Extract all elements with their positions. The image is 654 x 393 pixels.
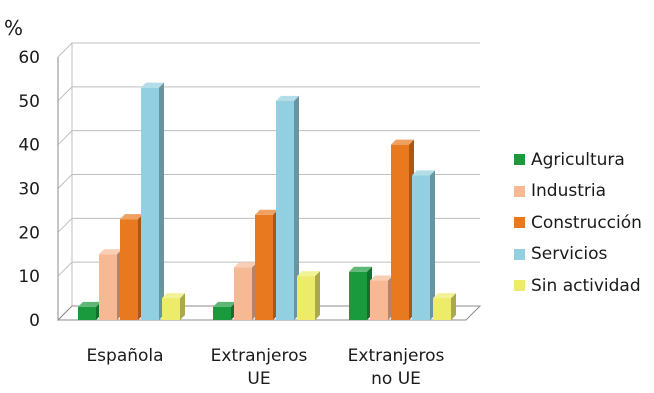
gridline	[57, 130, 480, 146]
bar-industria	[99, 249, 122, 320]
gridline	[57, 86, 480, 102]
legend-label: Sin actividad	[531, 275, 641, 296]
bar-construcción	[255, 209, 278, 320]
legend-swatch	[514, 280, 525, 292]
bar-sin-actividad	[433, 293, 456, 320]
bar-industria	[370, 275, 393, 320]
legend-label: Construcción	[531, 212, 642, 233]
bar-agricultura	[349, 266, 372, 320]
legend-label: Industria	[531, 181, 607, 202]
y-tick-label: 60	[18, 48, 40, 68]
legend-label: Servicios	[531, 244, 608, 265]
y-tick-label: 30	[18, 180, 40, 200]
x-category-label: Española	[86, 346, 163, 366]
y-tick-label: 10	[18, 267, 40, 287]
bar-industria	[234, 262, 257, 320]
y-axis-label: %	[4, 16, 23, 40]
legend-item: Construcción	[514, 207, 642, 239]
bar-servicios	[141, 82, 164, 320]
y-tick-label: 20	[18, 223, 40, 243]
y-tick-label: 50	[18, 92, 40, 112]
x-category-label: no UE	[371, 369, 421, 389]
bar-sin-actividad	[162, 293, 185, 320]
bar-construcción	[120, 214, 143, 320]
bar-agricultura	[213, 301, 236, 320]
legend-item: Servicios	[514, 239, 642, 271]
legend-item: Industria	[514, 176, 642, 208]
y-tick-label: 40	[18, 136, 40, 156]
bar-sin-actividad	[297, 271, 320, 320]
bar-servicios	[276, 95, 299, 320]
x-category-label: Extranjeros	[348, 346, 445, 366]
y-tick-label: 0	[29, 311, 40, 331]
bar-construcción	[391, 139, 414, 320]
legend-swatch	[514, 248, 525, 260]
bar-servicios	[412, 170, 435, 320]
legend-item: Agricultura	[514, 144, 642, 176]
legend-swatch	[514, 154, 525, 166]
legend-swatch	[514, 185, 525, 197]
legend-item: Sin actividad	[514, 270, 642, 302]
chart-legend: Agricultura Industria Construcción Servicio…	[514, 144, 642, 302]
chart-floor	[56, 305, 482, 321]
x-category-label: UE	[247, 369, 270, 389]
legend-swatch	[514, 217, 525, 229]
gridline	[57, 42, 480, 58]
legend-label: Agricultura	[531, 149, 625, 170]
x-category-label: Extranjeros	[211, 346, 308, 366]
bar-agricultura	[78, 301, 101, 320]
